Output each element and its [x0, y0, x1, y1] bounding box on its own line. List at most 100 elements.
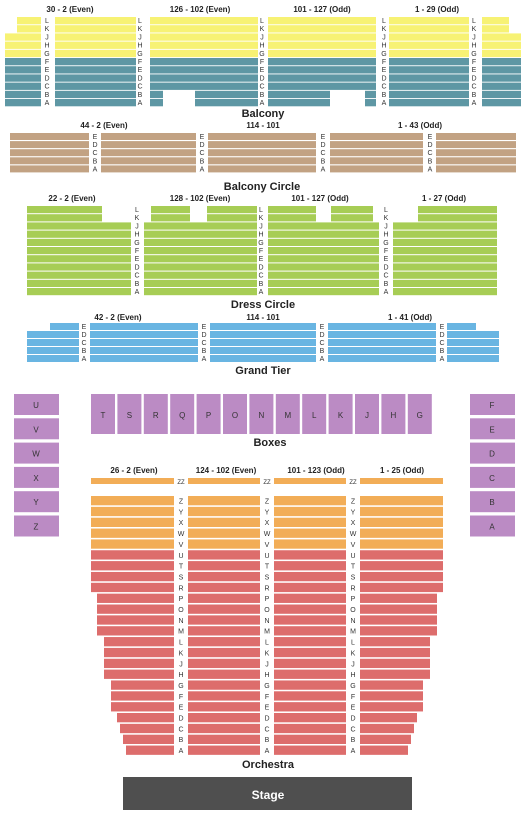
balcony-seat-row-F[interactable]	[482, 58, 521, 66]
balcony-seat-row-G[interactable]	[482, 49, 521, 58]
balcony-circle-seat-row-B[interactable]	[208, 157, 316, 165]
balcony-seat-row-H[interactable]	[268, 41, 376, 49]
orchestra-seat-row-U[interactable]	[188, 550, 260, 560]
orchestra-seat-row-Z[interactable]	[91, 496, 174, 506]
balcony-seat-row-E[interactable]	[5, 66, 41, 74]
balcony-circle-seat-row-D[interactable]	[101, 141, 196, 149]
box-L[interactable]	[302, 394, 327, 434]
orchestra-seat-row-J[interactable]	[274, 658, 346, 669]
orchestra-seat-row-S[interactable]	[188, 571, 260, 582]
box-W[interactable]	[14, 442, 59, 464]
orchestra-seat-row-D[interactable]	[117, 713, 174, 723]
balcony-seat-row-L[interactable]	[17, 17, 41, 25]
grand-tier-seat-row-E[interactable]	[447, 323, 476, 330]
balcony-circle-seat-row-D[interactable]	[10, 141, 89, 149]
dress-circle-seat-row-D[interactable]	[268, 263, 379, 271]
orchestra-seat-row-D[interactable]	[360, 713, 417, 723]
balcony-seat-row-J[interactable]	[150, 33, 258, 41]
balcony-seat-row-G[interactable]	[389, 49, 469, 58]
orchestra-seat-row-G[interactable]	[274, 680, 346, 690]
grand-tier-seat-row-C[interactable]	[27, 339, 79, 346]
balcony-seat-row-B[interactable]	[365, 90, 376, 99]
grand-tier-seat-row-C[interactable]	[210, 339, 316, 346]
balcony-seat-row-L[interactable]	[268, 17, 376, 25]
balcony-seat-row-B[interactable]	[482, 90, 521, 99]
box-Q[interactable]	[170, 394, 195, 434]
dress-circle-seat-row-K[interactable]	[27, 214, 102, 222]
dress-circle-seat-row-A[interactable]	[27, 288, 131, 296]
dress-circle-seat-row-D[interactable]	[393, 263, 497, 271]
balcony-seat-row-J[interactable]	[482, 33, 521, 41]
balcony-seat-row-A[interactable]	[365, 99, 376, 107]
orchestra-seat-row-X[interactable]	[91, 517, 174, 527]
dress-circle-seat-row-L[interactable]	[331, 206, 373, 214]
orchestra-zz-row-0[interactable]	[91, 478, 174, 484]
orchestra-seat-row-M[interactable]	[360, 626, 437, 636]
dress-circle-seat-row-C[interactable]	[268, 271, 379, 279]
orchestra-seat-row-R[interactable]	[188, 582, 260, 593]
orchestra-seat-row-G[interactable]	[360, 680, 423, 690]
orchestra-seat-row-A[interactable]	[274, 745, 346, 755]
box-C[interactable]	[470, 466, 515, 488]
dress-circle-seat-row-K[interactable]	[418, 214, 497, 222]
balcony-seat-row-E[interactable]	[150, 66, 258, 74]
box-N[interactable]	[249, 394, 274, 434]
orchestra-seat-row-K[interactable]	[360, 647, 430, 658]
balcony-seat-row-F[interactable]	[150, 58, 258, 66]
box-R[interactable]	[143, 394, 168, 434]
orchestra-seat-row-R[interactable]	[274, 582, 346, 593]
balcony-seat-row-L[interactable]	[150, 17, 258, 25]
balcony-seat-row-C[interactable]	[389, 82, 469, 90]
balcony-seat-row-K[interactable]	[150, 25, 258, 33]
orchestra-seat-row-U[interactable]	[274, 550, 346, 560]
orchestra-seat-row-F[interactable]	[188, 691, 260, 701]
dress-circle-seat-row-J[interactable]	[268, 222, 379, 230]
box-U[interactable]	[14, 394, 59, 415]
orchestra-seat-row-B[interactable]	[123, 734, 174, 744]
orchestra-seat-row-W[interactable]	[360, 528, 443, 538]
dress-circle-seat-row-A[interactable]	[144, 288, 257, 296]
orchestra-seat-row-P[interactable]	[274, 593, 346, 603]
balcony-seat-row-A[interactable]	[55, 99, 136, 107]
orchestra-seat-row-H[interactable]	[104, 669, 174, 679]
dress-circle-seat-row-G[interactable]	[268, 238, 379, 246]
box-D[interactable]	[470, 442, 515, 464]
box-B[interactable]	[470, 491, 515, 513]
balcony-seat-row-H[interactable]	[5, 41, 41, 49]
dress-circle-seat-row-G[interactable]	[27, 238, 131, 246]
grand-tier-seat-row-D[interactable]	[210, 331, 316, 338]
orchestra-seat-row-F[interactable]	[111, 691, 174, 701]
orchestra-seat-row-X[interactable]	[188, 517, 260, 527]
balcony-seat-row-D[interactable]	[55, 74, 136, 82]
balcony-circle-seat-row-C[interactable]	[330, 149, 423, 157]
orchestra-seat-row-E[interactable]	[274, 702, 346, 712]
orchestra-seat-row-D[interactable]	[274, 713, 346, 723]
orchestra-seat-row-E[interactable]	[360, 702, 423, 712]
orchestra-seat-row-F[interactable]	[360, 691, 423, 701]
balcony-seat-row-J[interactable]	[5, 33, 41, 41]
orchestra-seat-row-L[interactable]	[188, 637, 260, 647]
orchestra-seat-row-P[interactable]	[97, 593, 174, 603]
grand-tier-seat-row-B[interactable]	[328, 347, 436, 354]
orchestra-seat-row-C[interactable]	[274, 723, 346, 734]
orchestra-seat-row-V[interactable]	[188, 539, 260, 549]
balcony-seat-row-C[interactable]	[150, 82, 258, 90]
balcony-seat-row-L[interactable]	[55, 17, 136, 25]
dress-circle-seat-row-C[interactable]	[27, 271, 131, 279]
box-V[interactable]	[14, 418, 59, 440]
dress-circle-seat-row-A[interactable]	[268, 288, 379, 296]
grand-tier-seat-row-C[interactable]	[90, 339, 198, 346]
dress-circle-seat-row-E[interactable]	[268, 255, 379, 263]
balcony-seat-row-A[interactable]	[195, 99, 258, 107]
grand-tier-seat-row-E[interactable]	[90, 323, 198, 330]
dress-circle-seat-row-G[interactable]	[393, 238, 497, 246]
orchestra-zz-row-1[interactable]	[188, 478, 260, 484]
orchestra-seat-row-V[interactable]	[360, 539, 443, 549]
orchestra-seat-row-S[interactable]	[91, 571, 174, 582]
balcony-seat-row-B[interactable]	[150, 90, 163, 99]
box-F[interactable]	[470, 394, 515, 415]
orchestra-seat-row-T[interactable]	[274, 561, 346, 571]
grand-tier-seat-row-B[interactable]	[210, 347, 316, 354]
balcony-seat-row-D[interactable]	[150, 74, 258, 82]
dress-circle-seat-row-B[interactable]	[27, 279, 131, 287]
